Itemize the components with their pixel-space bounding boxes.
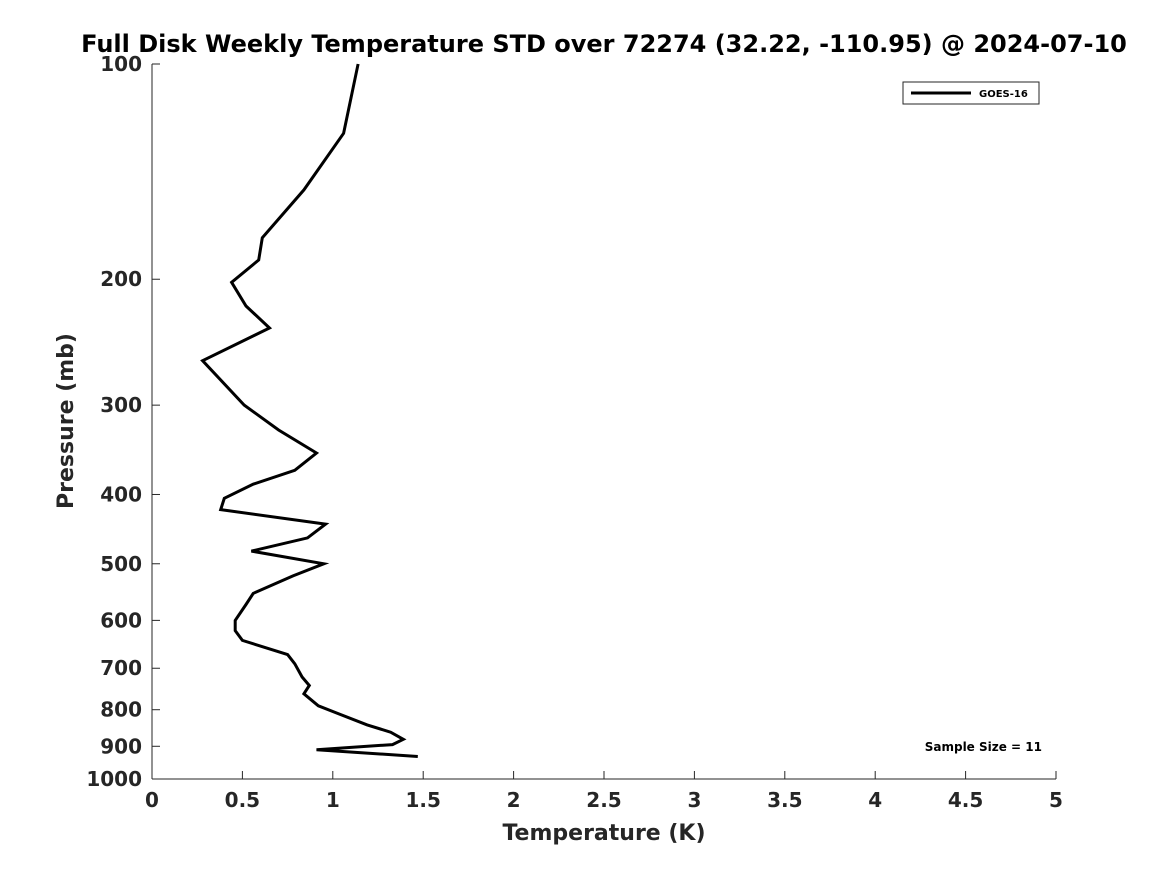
x-tick-label: 3 — [687, 788, 701, 812]
y-tick-label: 100 — [100, 52, 142, 76]
sample-size-annotation: Sample Size = 11 — [925, 740, 1042, 754]
x-tick-label: 4.5 — [948, 788, 983, 812]
y-tick-label: 500 — [100, 552, 142, 576]
x-tick-label: 2.5 — [586, 788, 621, 812]
x-axis-label: Temperature (K) — [502, 821, 705, 846]
legend-label-goes-16: GOES-16 — [979, 89, 1028, 100]
y-tick-label: 200 — [100, 267, 142, 291]
chart-title: Full Disk Weekly Temperature STD over 72… — [81, 30, 1127, 58]
y-tick-label: 300 — [100, 393, 142, 417]
series-layer — [200, 63, 418, 758]
x-tick-label: 4 — [868, 788, 882, 812]
x-tick-label: 1 — [326, 788, 340, 812]
y-tick-label: 700 — [100, 656, 142, 680]
x-ticks: 0 0.5 1 1.5 2 2.5 3 3.5 4 4.5 5 — [145, 771, 1063, 812]
y-tick-label: 600 — [100, 608, 142, 632]
x-tick-label: 0 — [145, 788, 159, 812]
x-tick-label: 2 — [507, 788, 521, 812]
plot-frame — [151, 64, 1056, 780]
x-tick-label: 3.5 — [767, 788, 802, 812]
y-tick-label: 1000 — [86, 767, 142, 791]
y-ticks: 100 200 300 400 500 600 700 800 900 1000 — [86, 52, 160, 791]
y-axis-label: Pressure (mb) — [54, 333, 79, 509]
legend: GOES-16 — [902, 81, 1040, 105]
x-tick-label: 0.5 — [225, 788, 260, 812]
x-tick-label: 5 — [1049, 788, 1063, 812]
y-tick-label: 800 — [100, 698, 142, 722]
y-tick-label: 900 — [100, 734, 142, 758]
series-line-goes-16 — [200, 63, 418, 758]
y-tick-label: 400 — [100, 482, 142, 506]
x-tick-label: 1.5 — [405, 788, 440, 812]
